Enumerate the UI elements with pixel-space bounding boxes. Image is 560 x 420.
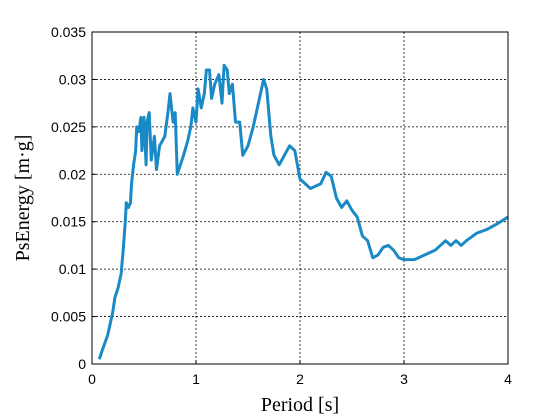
- y-tick-label: 0.015: [51, 214, 86, 230]
- axes-box: [91, 31, 509, 365]
- x-tick-label: 0: [88, 371, 96, 387]
- x-tick-label: 1: [192, 371, 200, 387]
- y-tick-label: 0.03: [59, 71, 86, 87]
- x-axis-label: Period [s]: [261, 394, 339, 416]
- y-tick-label: 0.025: [51, 119, 86, 135]
- x-tick-label: 2: [296, 371, 304, 387]
- y-axis-label: PsEnergy [m·g]: [12, 135, 34, 262]
- y-tick-label: 0.02: [59, 166, 86, 182]
- x-tick-label: 4: [504, 371, 512, 387]
- y-tick-label: 0.035: [51, 24, 86, 40]
- y-tick-label: 0: [78, 356, 86, 372]
- x-tick-label: 3: [400, 371, 408, 387]
- y-tick-label: 0.005: [51, 309, 86, 325]
- data-line: [97, 63, 509, 360]
- y-tick-label: 0.01: [59, 261, 86, 277]
